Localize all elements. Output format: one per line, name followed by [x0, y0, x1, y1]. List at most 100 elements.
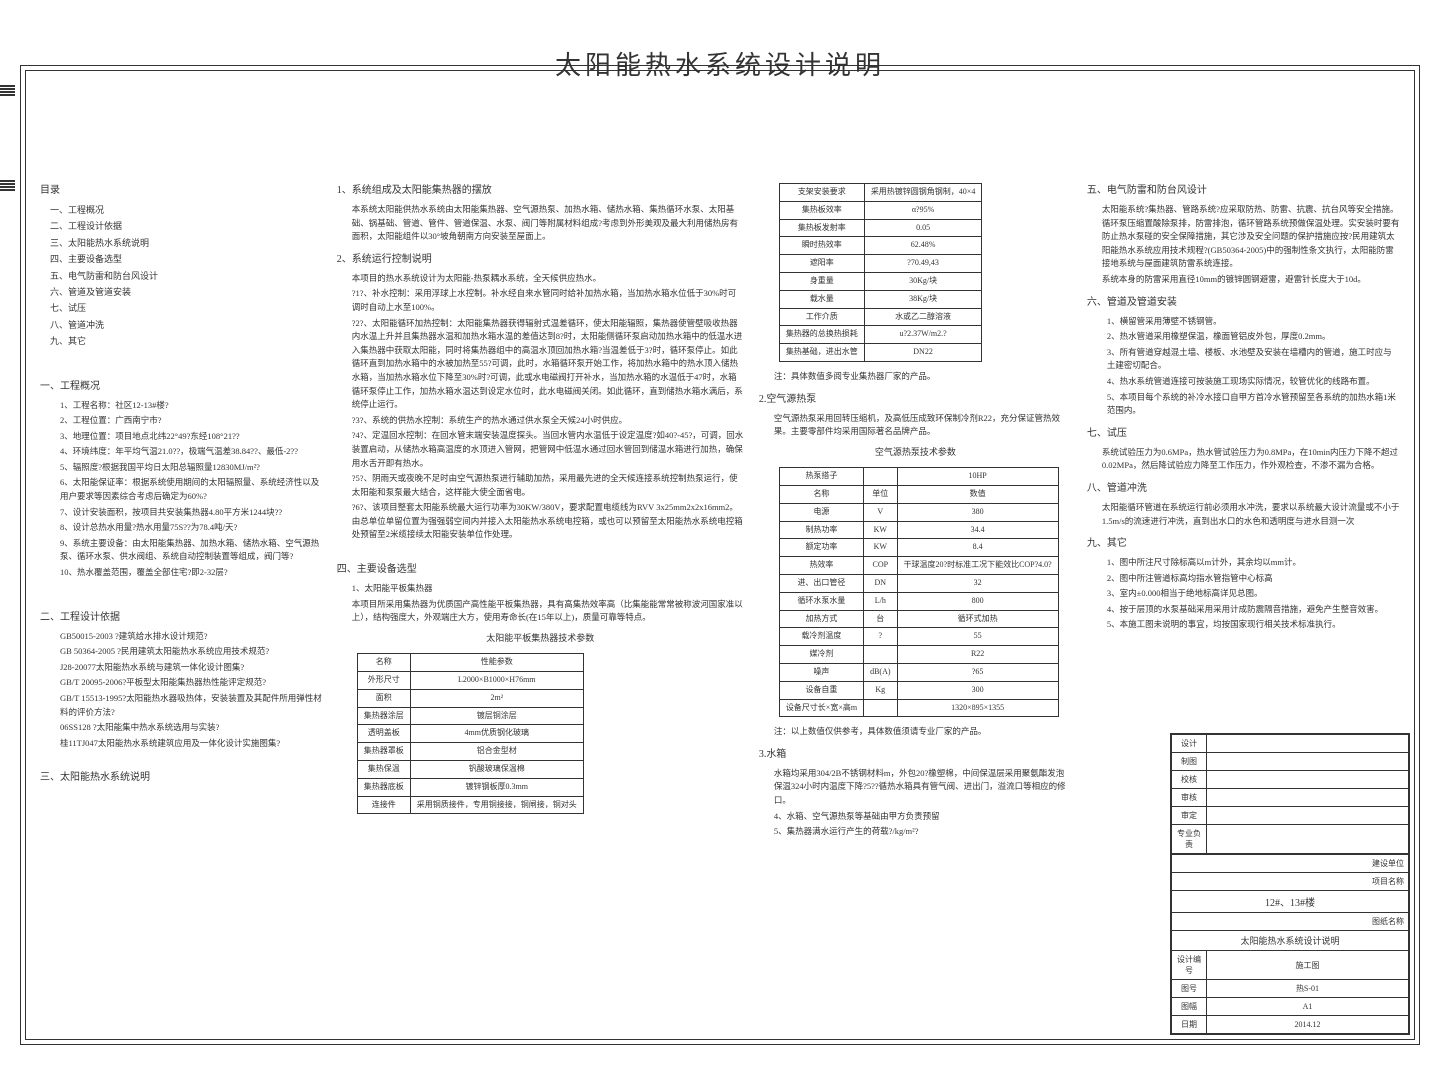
- table-cell: V: [864, 503, 897, 521]
- c4-p5b: 系统本身的防雷采用直径10mm的镀锌圆钢避雷，避雷针长度大于10d。: [1102, 273, 1400, 287]
- table-cell: 载冷剂温度: [779, 628, 863, 646]
- list-item: 3、所有管道穿越混土墙、楼板、水池壁及安装在墙槽内的管道，施工时应与土建密切配合…: [1107, 346, 1400, 373]
- tb-designer-r: 施工图: [1207, 951, 1409, 980]
- binding-marks: [0, 85, 20, 195]
- tb-drawing-name: 太阳能热水系统设计说明: [1172, 931, 1409, 951]
- table-cell: 32: [897, 574, 1058, 592]
- table-cell: 8.4: [897, 539, 1058, 557]
- toc-heading: 目录: [40, 183, 322, 199]
- c4-h8: 八、管道冲洗: [1087, 481, 1400, 497]
- column-2: 1、系统组成及太阳能集热器的摆放 本系统太阳能供热水系统由太阳能集热器、空气源热…: [337, 175, 744, 1025]
- c4-h6: 六、管道及管道安装: [1087, 295, 1400, 311]
- table-cell: 进、出口管径: [779, 574, 863, 592]
- list-item: ?4?、定温回水控制：在回水管末端安装温度探头。当回水管内水温低于设定温度?如4…: [352, 429, 744, 470]
- table-cell: 集热器涂层: [357, 707, 410, 725]
- c3-h4: 4、水箱、空气源热泵等基础由甲方负责预留: [774, 810, 1072, 824]
- table-cell: 额定功率: [779, 539, 863, 557]
- titleblock-cell: 校核: [1172, 771, 1207, 789]
- list-item: GB/T 20095-2006?平板型太阳能集热器热性能评定规范?: [60, 676, 322, 690]
- tb-sheet-r: 热S-01: [1207, 980, 1409, 998]
- c3-p3: 水箱均采用304/2B不锈钢材料m，外包20?橡塑棉，中间保温层采用聚氨酯发泡保…: [774, 767, 1072, 808]
- table-cell: 集热器的总换热损耗: [779, 326, 864, 344]
- table-cell: dB(A): [864, 663, 897, 681]
- c4-p8: 太阳能循环管道在系统运行前必须用水冲洗，要求以系统最大设计流量或不小于1.5m/…: [1102, 501, 1400, 528]
- table-header: 性能参数: [410, 654, 583, 672]
- table-cell: 热效率: [779, 557, 863, 575]
- list-item: 06SS128 ?太阳能集中热水系统选用与实装?: [60, 721, 322, 735]
- table-cell: 媒冷剂: [779, 646, 863, 664]
- table-cell: 34.4: [897, 521, 1058, 539]
- table-cell: ?: [864, 628, 897, 646]
- table-cell: 外形尺寸: [357, 672, 410, 690]
- table-cell: 电源: [779, 503, 863, 521]
- list-item: 六、管道及管道安装: [50, 285, 322, 299]
- list-item: 1、图中所注尺寸除标高以m计外，其余均以mm计。: [1107, 556, 1400, 570]
- table-cell: L/h: [864, 592, 897, 610]
- table-cell: 镀层铜涂层: [410, 707, 583, 725]
- table-cell: 62.48%: [864, 237, 982, 255]
- tb-designer-l: 设计编号: [1172, 951, 1207, 980]
- c4-h7: 七、试压: [1087, 426, 1400, 442]
- list-item: ?6?、该项目整套太阳能系统最大运行功率为30KW/380V，要求配置电缆线为R…: [352, 501, 744, 542]
- list-item: 2、图中所注管道标高均指水管指管中心标高: [1107, 572, 1400, 586]
- table-cell: 300: [897, 681, 1058, 699]
- list-item: 1、横留管采用薄壁不锈钢管。: [1107, 315, 1400, 329]
- table-cell: ?65: [897, 663, 1058, 681]
- tb-building: 12#、13#楼: [1172, 891, 1409, 913]
- titleblock-cell: [1207, 807, 1409, 825]
- table-cell: 噪声: [779, 663, 863, 681]
- list-item: 四、主要设备选型: [50, 252, 322, 266]
- tb-sheet-l: 图号: [1172, 980, 1207, 998]
- list-item: 一、工程概况: [50, 203, 322, 217]
- table-cell: 30Kg/块: [864, 272, 982, 290]
- c2-h4: 四、主要设备选型: [337, 562, 744, 578]
- list-item: 9、系统主要设备：由太阳能集热器、加热水箱、储热水箱、空气源热泵、循环水泵、供水…: [60, 537, 322, 564]
- note3: 注：以上数值仅供参考，具体数值须请专业厂家的产品。: [774, 725, 1072, 739]
- c3-h2: 2.空气源热泵: [759, 392, 1072, 408]
- table-cell: 钒酸玻璃保温棉: [410, 761, 583, 779]
- list-item: 1、工程名称：社区12-13#楼?: [60, 399, 322, 413]
- list-item: 九、其它: [50, 334, 322, 348]
- table1-caption: 太阳能平板集热器技术参数: [337, 631, 744, 645]
- titleblock-cell: [1207, 789, 1409, 807]
- table-cell: KW: [864, 539, 897, 557]
- table-cell: 水或乙二醇溶液: [864, 308, 982, 326]
- c3-h3: 3.水箱: [759, 747, 1072, 763]
- list-item: 6、太阳能保证率：根据系统使用期间的太阳辐照量、系统经济性以及用户要求等因素综合…: [60, 476, 322, 503]
- c4-p5: 太阳能系统?集热器、管路系统?应采取防热、防雷、抗震、抗台风等安全措施。循环泵压…: [1102, 203, 1400, 271]
- c2-p1: 本系统太阳能供热水系统由太阳能集热器、空气源热泵、加热水箱、储热水箱、集热循环水…: [352, 203, 744, 244]
- tb-scale-r: A1: [1207, 998, 1409, 1016]
- table2: 支架安装要求采用热镀锌圆钢角钢制，40×4集热板效率α?95%集热板发射率0.0…: [779, 183, 983, 362]
- table-cell: 集热基础，进出水管: [779, 344, 864, 362]
- c4-p7: 系统试验压力为0.6MPa，热水管试验压力为0.8MPa，在10min内压力下降…: [1102, 446, 1400, 473]
- titleblock-cell: [1207, 771, 1409, 789]
- c2-p2: 本项目的热水系统设计为太阳能-热泵耦水系统，全天候供应热水。: [352, 272, 744, 286]
- titleblock-cell: 审定: [1172, 807, 1207, 825]
- table-cell: 1320×895×1355: [897, 699, 1058, 717]
- table-cell: DN: [864, 574, 897, 592]
- table-cell: 2m²: [410, 689, 583, 707]
- tb-drawing-label: 图纸名称: [1172, 913, 1409, 931]
- table-cell: DN22: [864, 344, 982, 362]
- table-cell: 循环式加热: [897, 610, 1058, 628]
- table-cell: 载水量: [779, 290, 864, 308]
- tb-date-l: 日期: [1172, 1016, 1207, 1034]
- list-item: 4、环境纬度：年平均气温21.0??，极端气温差38.84??、最低-2??: [60, 445, 322, 459]
- c2-p4-1: 本项目所采用集热器为优质国产高性能平板集热器，具有高集热效率高（比集能能常常被称…: [352, 598, 744, 625]
- list-item: 二、工程设计依据: [50, 219, 322, 233]
- table-header: 10HP: [897, 468, 1058, 486]
- tb-company: 建设单位: [1172, 855, 1409, 873]
- table-cell: u?2.37W/m2.?: [864, 326, 982, 344]
- sec2-heading: 二、工程设计依据: [40, 610, 322, 626]
- table-cell: 集热板效率: [779, 201, 864, 219]
- table3: 热泵搭子10HP 名称单位数值电源V380制热功率KW34.4额定功率KW8.4…: [779, 467, 1059, 717]
- table-cell: 设备尺寸长×宽×高m: [779, 699, 863, 717]
- table-cell: 38Kg/块: [864, 290, 982, 308]
- table-cell: [864, 646, 897, 664]
- c4-h9: 九、其它: [1087, 536, 1400, 552]
- table-cell: L2000×B1000×H76mm: [410, 672, 583, 690]
- c2-h1: 1、系统组成及太阳能集热器的摆放: [337, 183, 744, 199]
- sec1-heading: 一、工程概况: [40, 379, 322, 395]
- table-cell: 集热保温: [357, 761, 410, 779]
- table-cell: 名称: [779, 485, 863, 503]
